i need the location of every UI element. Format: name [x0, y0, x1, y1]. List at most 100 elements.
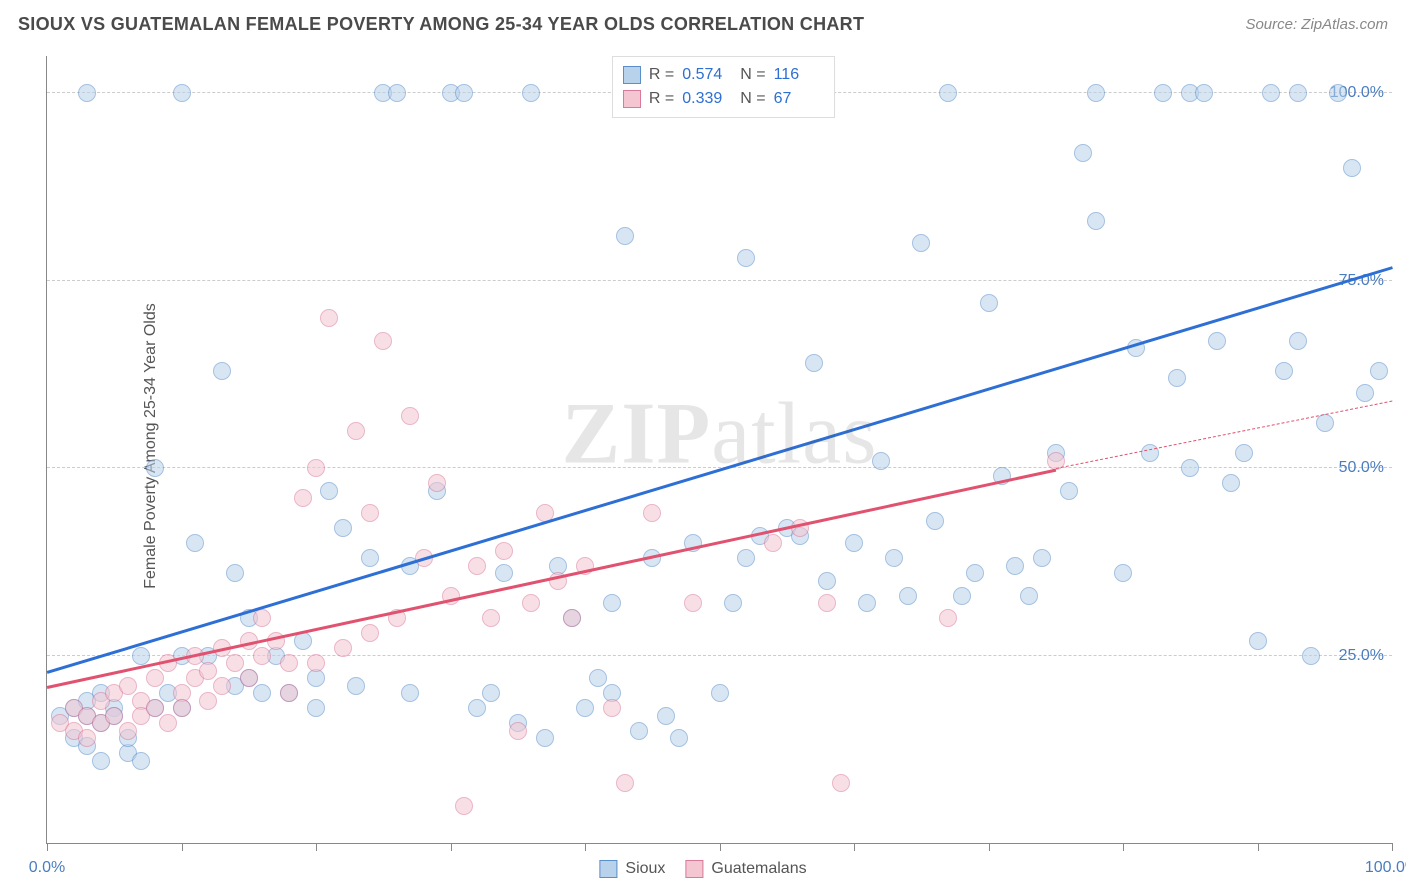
- data-point: [78, 729, 96, 747]
- data-point: [737, 249, 755, 267]
- data-point: [495, 564, 513, 582]
- data-point: [899, 587, 917, 605]
- data-point: [1302, 647, 1320, 665]
- data-point: [320, 309, 338, 327]
- data-point: [576, 699, 594, 717]
- data-point: [1006, 557, 1024, 575]
- data-point: [495, 542, 513, 560]
- data-point: [1275, 362, 1293, 380]
- x-tick-label: 100.0%: [1365, 859, 1406, 877]
- data-point: [132, 647, 150, 665]
- x-tick: [316, 843, 317, 851]
- data-point: [737, 549, 755, 567]
- data-point: [173, 699, 191, 717]
- legend-r-label: R =: [649, 66, 674, 84]
- data-point: [119, 677, 137, 695]
- data-point: [818, 594, 836, 612]
- legend-n-label: N =: [740, 66, 765, 84]
- data-point: [253, 609, 271, 627]
- x-tick: [182, 843, 183, 851]
- data-point: [334, 639, 352, 657]
- x-tick: [1392, 843, 1393, 851]
- legend-r-value: 0.339: [682, 90, 732, 108]
- legend-label: Guatemalans: [711, 860, 806, 878]
- x-tick: [720, 843, 721, 851]
- chart-header: SIOUX VS GUATEMALAN FEMALE POVERTY AMONG…: [0, 0, 1406, 48]
- chart-title: SIOUX VS GUATEMALAN FEMALE POVERTY AMONG…: [18, 14, 864, 35]
- plot-area: 25.0%50.0%75.0%100.0%0.0%100.0%: [47, 56, 1392, 843]
- x-tick: [989, 843, 990, 851]
- legend-r-label: R =: [649, 90, 674, 108]
- data-point: [912, 234, 930, 252]
- data-point: [1087, 212, 1105, 230]
- data-point: [455, 797, 473, 815]
- legend-swatch: [685, 860, 703, 878]
- data-point: [1235, 444, 1253, 462]
- data-point: [1222, 474, 1240, 492]
- data-point: [280, 654, 298, 672]
- data-point: [146, 699, 164, 717]
- data-point: [966, 564, 984, 582]
- legend-swatch: [623, 66, 641, 84]
- data-point: [361, 624, 379, 642]
- data-point: [643, 504, 661, 522]
- data-point: [146, 669, 164, 687]
- data-point: [226, 564, 244, 582]
- data-point: [589, 669, 607, 687]
- data-point: [764, 534, 782, 552]
- x-tick: [47, 843, 48, 851]
- data-point: [724, 594, 742, 612]
- data-point: [522, 594, 540, 612]
- gridline: [47, 280, 1392, 281]
- data-point: [482, 609, 500, 627]
- data-point: [939, 609, 957, 627]
- data-point: [630, 722, 648, 740]
- data-point: [347, 422, 365, 440]
- data-point: [603, 594, 621, 612]
- legend-swatch: [599, 860, 617, 878]
- legend-row: R =0.339N =67: [623, 87, 824, 111]
- data-point: [1181, 459, 1199, 477]
- data-point: [1249, 632, 1267, 650]
- data-point: [468, 557, 486, 575]
- data-point: [953, 587, 971, 605]
- data-point: [253, 647, 271, 665]
- data-point: [858, 594, 876, 612]
- data-point: [832, 774, 850, 792]
- data-point: [307, 459, 325, 477]
- data-point: [294, 489, 312, 507]
- data-point: [670, 729, 688, 747]
- gridline: [47, 655, 1392, 656]
- x-tick-label: 0.0%: [29, 859, 65, 877]
- data-point: [1289, 332, 1307, 350]
- data-point: [522, 84, 540, 102]
- data-point: [119, 722, 137, 740]
- data-point: [1020, 587, 1038, 605]
- data-point: [1356, 384, 1374, 402]
- data-point: [1060, 482, 1078, 500]
- data-point: [872, 452, 890, 470]
- legend-n-label: N =: [740, 90, 765, 108]
- data-point: [1329, 84, 1347, 102]
- data-point: [980, 294, 998, 312]
- legend-series: SiouxGuatemalans: [599, 860, 806, 878]
- legend-swatch: [623, 90, 641, 108]
- data-point: [1370, 362, 1388, 380]
- data-point: [146, 459, 164, 477]
- legend-item: Guatemalans: [685, 860, 806, 878]
- data-point: [1074, 144, 1092, 162]
- legend-row: R =0.574N =116: [623, 63, 824, 87]
- data-point: [401, 407, 419, 425]
- data-point: [159, 714, 177, 732]
- data-point: [657, 707, 675, 725]
- y-tick-label: 50.0%: [1339, 459, 1384, 477]
- data-point: [132, 752, 150, 770]
- data-point: [173, 84, 191, 102]
- data-point: [711, 684, 729, 702]
- data-point: [1343, 159, 1361, 177]
- data-point: [1087, 84, 1105, 102]
- data-point: [616, 774, 634, 792]
- data-point: [616, 227, 634, 245]
- x-tick: [1258, 843, 1259, 851]
- data-point: [105, 707, 123, 725]
